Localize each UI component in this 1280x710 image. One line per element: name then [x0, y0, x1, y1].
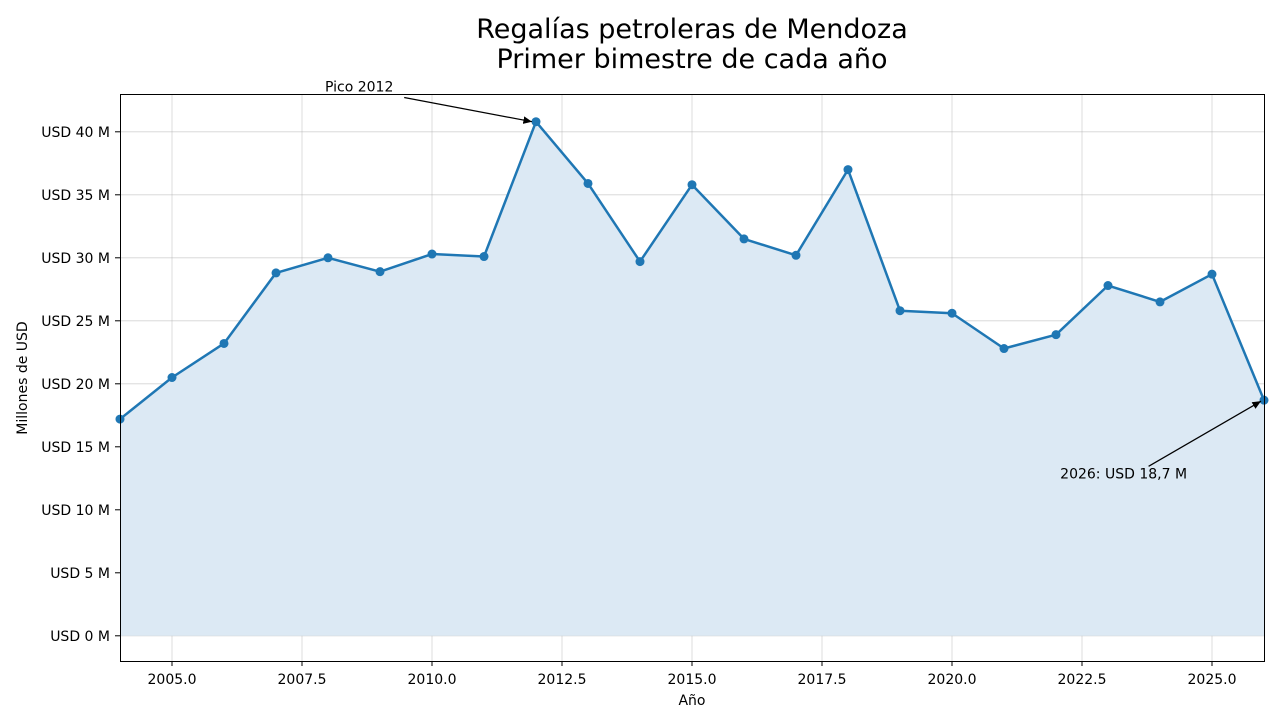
area-fill-layer	[120, 121, 1264, 636]
data-point	[687, 180, 697, 190]
data-point	[1103, 281, 1113, 291]
data-point	[843, 165, 853, 175]
data-point	[323, 253, 333, 263]
data-point	[479, 252, 489, 262]
data-point	[1207, 269, 1217, 279]
y-tick-label: USD 30 M	[41, 251, 110, 267]
y-tick-label: USD 5 M	[50, 566, 110, 582]
x-axis-label: Año	[678, 693, 705, 709]
x-tick-label: 2005.0	[148, 672, 197, 688]
x-tick-label: 2020.0	[928, 672, 977, 688]
chart-title-line-2: Primer bimestre de cada año	[496, 44, 887, 75]
chart-title: Regalías petroleras de Mendoza Primer bi…	[476, 14, 908, 75]
data-point	[739, 234, 749, 244]
y-axis-ticks: USD 0 M USD 5 M USD 10 M USD 15 M USD 20 M US…	[41, 125, 120, 645]
data-point	[895, 306, 905, 316]
data-point	[375, 267, 385, 277]
y-tick-label: USD 25 M	[41, 314, 110, 330]
x-axis-ticks: 2005.0 2007.5 2010.0 2012.5 2015.0 2017.5 2020…	[148, 661, 1237, 688]
data-point	[635, 257, 645, 267]
x-tick-label: 2015.0	[668, 672, 717, 688]
data-point	[1051, 330, 1061, 340]
data-point	[427, 249, 437, 259]
data-point	[947, 308, 957, 318]
data-point	[999, 344, 1009, 354]
annotation-label: Pico 2012	[325, 79, 393, 95]
y-tick-label: USD 20 M	[41, 377, 110, 393]
data-point-layer	[115, 117, 1269, 424]
area-fill	[120, 121, 1264, 636]
x-tick-label: 2017.5	[798, 672, 847, 688]
data-point	[531, 117, 541, 127]
x-tick-label: 2022.5	[1058, 672, 1107, 688]
data-point	[791, 250, 801, 260]
x-tick-label: 2025.0	[1188, 672, 1237, 688]
y-tick-label: USD 40 M	[41, 125, 110, 141]
annotations: Pico 2012 2026: USD 18,7 M	[325, 79, 1262, 482]
data-point	[583, 178, 593, 188]
annotation-arrow	[1148, 400, 1262, 467]
data-point	[1155, 297, 1165, 307]
data-point	[219, 338, 229, 348]
x-tick-label: 2012.5	[538, 672, 587, 688]
chart-title-line-1: Regalías petroleras de Mendoza	[476, 14, 908, 45]
x-tick-label: 2010.0	[408, 672, 457, 688]
data-point	[167, 373, 177, 382]
x-tick-label: 2007.5	[278, 672, 327, 688]
y-tick-label: USD 15 M	[41, 440, 110, 456]
y-tick-label: USD 10 M	[41, 503, 110, 519]
data-point	[271, 268, 281, 278]
annotation-arrow	[404, 96, 533, 124]
annotation-label: 2026: USD 18,7 M	[1060, 466, 1187, 482]
y-tick-label: USD 35 M	[41, 188, 110, 204]
y-axis-label: Millones de USD	[15, 321, 31, 434]
y-tick-label: USD 0 M	[50, 629, 110, 645]
